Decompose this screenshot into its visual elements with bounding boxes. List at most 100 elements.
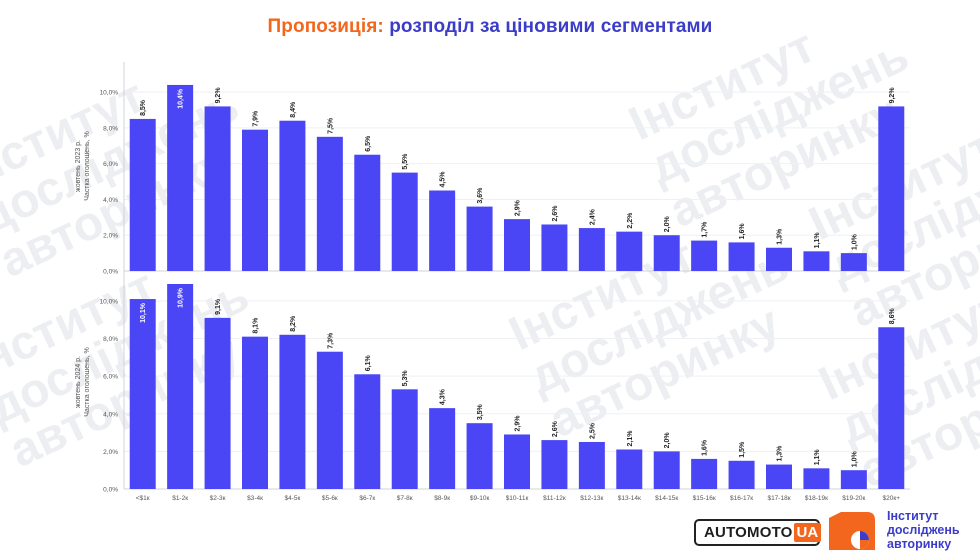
y-axis-label: жовтень 2024 р. Частка оголошень, % [75, 347, 91, 417]
data-label: 7,5% [327, 117, 334, 134]
data-label: 6,5% [365, 135, 372, 152]
data-label: 2,9% [515, 415, 522, 432]
bar [691, 458, 718, 489]
data-label: 2,9% [515, 199, 522, 216]
data-label: 2,6% [552, 205, 559, 222]
bar [466, 206, 493, 271]
bar [766, 247, 792, 271]
automoto-logo: AUTOMOTO UA [694, 519, 822, 546]
bar [878, 327, 905, 489]
y-tick-label: 6,0% [103, 374, 118, 381]
x-tick-label: $6-7к [359, 495, 375, 502]
y-tick-label: 6,0% [103, 161, 118, 168]
y-tick-label: 10,0% [100, 90, 119, 97]
institute-logo: Інститут досліджень авторинку [827, 507, 977, 555]
x-tick-label: $18-19к [805, 495, 828, 502]
bar [167, 84, 194, 272]
bar [204, 317, 231, 489]
data-label: 4,3% [440, 388, 447, 405]
bar [541, 224, 568, 271]
x-tick-label: $13-14к [618, 495, 641, 502]
data-label: 6,1% [365, 355, 372, 372]
data-label: 9,1% [215, 298, 222, 315]
bar [578, 228, 605, 271]
bar [653, 235, 680, 271]
data-label: 3,6% [477, 187, 484, 204]
bar [429, 190, 456, 271]
y-axis-label: жовтень 2023 р. Частка оголошень, % [75, 131, 91, 201]
bar [840, 470, 867, 489]
data-label: 1,6% [702, 439, 709, 456]
bar [316, 351, 343, 489]
data-label: 8,1% [253, 317, 260, 334]
data-label: 8,2% [290, 315, 297, 332]
x-tick-label: $11-12к [543, 495, 566, 502]
bar [167, 284, 194, 489]
y-tick-label: 2,0% [103, 449, 118, 456]
data-label: 2,5% [589, 422, 596, 439]
data-label: 8,6% [889, 308, 896, 325]
x-tick-label: $20к+ [883, 495, 901, 502]
x-tick-label: $17-18к [767, 495, 790, 502]
y-tick-label: 2,0% [103, 233, 118, 240]
bar [766, 464, 792, 489]
x-tick-label: $4-5к [284, 495, 300, 502]
data-label: 3,5% [477, 403, 484, 420]
bar [728, 460, 755, 489]
bar [728, 242, 755, 271]
bar [504, 219, 530, 271]
bar [616, 231, 643, 271]
x-tick-label: $9-10к [470, 495, 490, 502]
y-tick-label: 10,0% [100, 298, 119, 305]
data-label: 5,3% [402, 370, 409, 387]
x-tick-label: $14-15к [655, 495, 678, 502]
y-tick-label: 4,0% [103, 411, 118, 418]
data-label: 10,9% [178, 287, 185, 308]
data-label: 8,5% [140, 99, 147, 116]
data-label: 4,5% [440, 171, 447, 188]
y-tick-label: 0,0% [103, 269, 118, 276]
bar [242, 336, 268, 489]
data-label: 7,3% [327, 332, 334, 349]
x-tick-label: $16-17к [730, 495, 753, 502]
data-label: 1,1% [814, 232, 821, 249]
data-label: 8,4% [290, 101, 297, 118]
data-label: 10,1% [140, 302, 147, 323]
bar [279, 334, 306, 489]
title-accent: Пропозиція: [267, 16, 384, 37]
institute-logo-icon [829, 512, 875, 550]
title-main: розподіл за ціновими сегментами [389, 16, 713, 37]
x-tick-label: $1-2к [172, 495, 188, 502]
bar [541, 440, 568, 489]
y-tick-label: 8,0% [103, 125, 118, 132]
data-label: 1,5% [739, 441, 746, 458]
data-label: 2,0% [664, 432, 671, 449]
bar-charts: 0,0% 2,0% 4,0% 6,0% 8,0% 10,0% жовтень 2023 р.… [75, 62, 910, 502]
x-tick-label: $3-4к [247, 495, 263, 502]
data-label: 2,2% [627, 212, 634, 229]
data-label: 2,1% [627, 430, 634, 447]
x-tick-label: $19-20к [842, 495, 865, 502]
data-label: 1,1% [814, 449, 821, 466]
data-label: 2,4% [589, 208, 596, 225]
data-label: 7,9% [253, 110, 260, 127]
bar [391, 389, 418, 489]
x-tick-label: $8-9к [434, 495, 450, 502]
bar [129, 299, 156, 489]
y-tick-label: 0,0% [103, 487, 118, 494]
bar [466, 423, 493, 489]
institute-logo-line1: Інститут [887, 509, 939, 523]
bar [803, 468, 830, 489]
bar [354, 374, 381, 489]
x-tick-label: $12-13к [580, 495, 603, 502]
institute-logo-line2: досліджень [887, 523, 960, 537]
data-label: 2,0% [664, 215, 671, 232]
bar [429, 408, 456, 489]
data-label: 10,4% [178, 88, 185, 109]
bar [316, 136, 343, 271]
bar [391, 172, 418, 271]
bar [204, 106, 231, 271]
institute-logo-line3: авторинку [887, 537, 952, 551]
automoto-logo-text: AUTOMOTO [704, 524, 793, 541]
data-label: 9,2% [215, 87, 222, 104]
